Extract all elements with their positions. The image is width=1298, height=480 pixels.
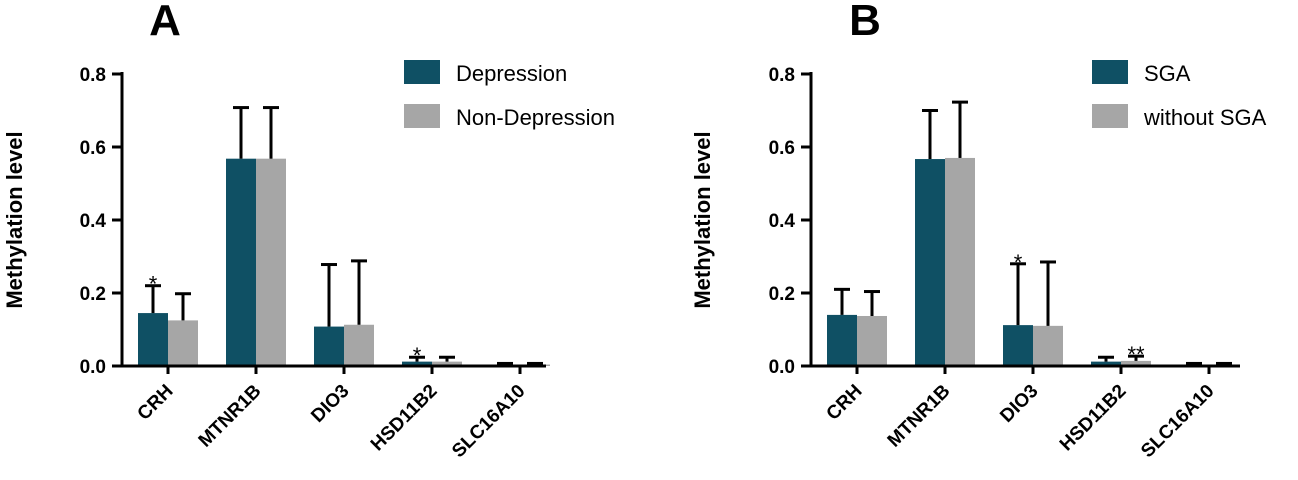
chart-panel-a: A Methylation level * * CRH MTNR1B DIO3 HSD1…: [2, 0, 615, 462]
bar-b-dio3-series2: [1033, 325, 1063, 366]
x-tick-label-dio3: DIO3: [996, 381, 1042, 427]
y-tick-label: 0.2: [769, 284, 795, 305]
significance-marker-b-1: **: [1127, 342, 1145, 367]
bar-b-mtnr1b-series2: [945, 157, 975, 366]
x-tick-label-slc16a10: SLC16A10: [448, 381, 529, 462]
error-bar-a-mtnr1b-series1: [233, 106, 249, 159]
panel-letter-b: B: [849, 0, 881, 45]
y-tick-label: 0.0: [80, 357, 106, 378]
bar-a-hsd11b2-series1: [402, 361, 432, 366]
significance-marker-a-0: *: [149, 272, 158, 297]
error-bar-a-slc16a10-series2: [527, 361, 543, 365]
y-tick-label: 0.8: [769, 65, 795, 86]
error-bar-b-dio3-series1: [1010, 262, 1026, 326]
y-tick-label: 0.4: [80, 211, 107, 232]
legend-swatch-series2: [404, 104, 440, 128]
error-bar-b-hsd11b2-series1: [1098, 355, 1114, 362]
error-bar-a-hsd11b2-series1: [409, 355, 425, 362]
error-bar-a-slc16a10-series1: [497, 361, 513, 365]
error-bar-a-dio3-series1: [321, 263, 337, 327]
error-bar-a-dio3-series2: [351, 259, 367, 325]
legend-label-series2: Non-Depression: [456, 105, 615, 130]
significance-marker-a-1: *: [413, 343, 422, 368]
x-tick-label-hsd11b2: HSD11B2: [1056, 381, 1131, 456]
error-bar-a-crh-series1: [145, 284, 161, 314]
legend-swatch-series1: [1092, 60, 1128, 84]
error-bar-a-hsd11b2-series2: [439, 355, 455, 362]
x-tick-label-slc16a10: SLC16A10: [1137, 381, 1218, 462]
legend-label-series1: SGA: [1144, 61, 1191, 86]
error-bar-b-slc16a10-series1: [1186, 361, 1202, 365]
x-tick-label-mtnr1b: MTNR1B: [884, 381, 955, 452]
x-tick-label-mtnr1b: MTNR1B: [195, 381, 266, 452]
error-bar-b-mtnr1b-series1: [922, 109, 938, 160]
legend-a: Depression Non-Depression: [404, 60, 615, 130]
bar-b-hsd11b2-series1: [1091, 361, 1121, 366]
bar-a-crh-series1: [138, 313, 168, 366]
legend-swatch-series1: [404, 60, 440, 84]
bar-a-crh-series2: [168, 320, 198, 366]
y-tick-label: 0.6: [769, 138, 795, 159]
y-tick-label: 0.0: [769, 357, 795, 378]
bar-a-mtnr1b-series1: [226, 158, 256, 366]
error-bar-b-dio3-series2: [1040, 260, 1056, 326]
bar-b-crh-series2: [857, 315, 887, 366]
y-axis-label-a: Methylation level: [2, 131, 27, 308]
significance-marker-b-0: *: [1014, 250, 1023, 275]
y-tick-label: 0.2: [80, 284, 106, 305]
y-tick-label: 0.6: [80, 138, 106, 159]
error-bar-b-crh-series1: [834, 287, 850, 315]
bar-b-crh-series1: [827, 314, 857, 366]
bar-a-mtnr1b-series2: [256, 158, 286, 366]
error-bar-a-crh-series2: [175, 292, 191, 321]
legend-b: SGA without SGA: [1092, 60, 1267, 130]
legend-label-series1: Depression: [456, 61, 567, 86]
bar-b-hsd11b2-series2: [1121, 360, 1151, 366]
x-tick-label-hsd11b2: HSD11B2: [367, 381, 442, 456]
bar-a-dio3-series1: [314, 326, 344, 366]
error-bar-b-mtnr1b-series2: [952, 100, 968, 158]
error-bar-b-slc16a10-series2: [1216, 361, 1232, 365]
y-tick-label: 0.8: [80, 65, 106, 86]
bar-a-dio3-series2: [344, 324, 374, 366]
error-bar-b-crh-series2: [864, 290, 880, 316]
error-bar-b-hsd11b2-series2: [1128, 354, 1144, 361]
error-bar-a-mtnr1b-series2: [263, 106, 279, 159]
x-tick-label-dio3: DIO3: [307, 381, 353, 427]
bar-a-hsd11b2-series2: [432, 361, 462, 366]
bar-b-mtnr1b-series1: [915, 159, 945, 366]
chart-panel-b: B Methylation level *** CRH MTNR1B DIO3 HSD…: [690, 0, 1267, 462]
panel-letter-a: A: [149, 0, 181, 45]
y-axis-label-b: Methylation level: [690, 131, 715, 308]
x-tick-label-crh: CRH: [823, 381, 867, 425]
legend-swatch-series2: [1092, 104, 1128, 128]
y-tick-label: 0.4: [769, 211, 796, 232]
bar-b-dio3-series1: [1003, 325, 1033, 366]
legend-label-series2: without SGA: [1143, 105, 1267, 130]
x-tick-label-crh: CRH: [134, 381, 178, 425]
